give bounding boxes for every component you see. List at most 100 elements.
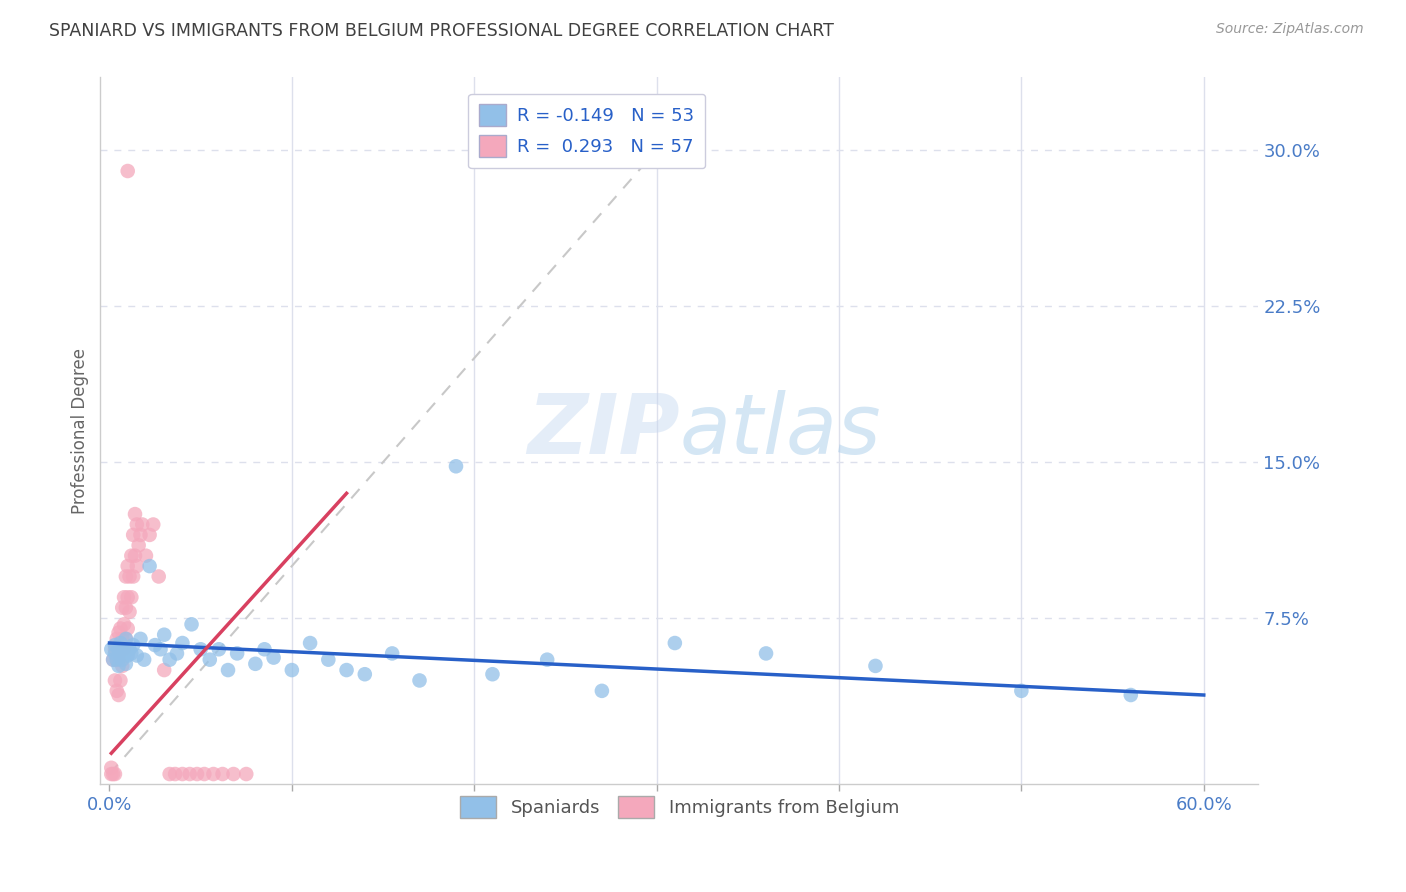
Text: atlas: atlas <box>679 391 882 472</box>
Point <box>105 684 128 698</box>
Y-axis label: Professional Degree: Professional Degree <box>72 348 89 514</box>
Text: ZIP: ZIP <box>527 391 679 472</box>
Point <box>211 767 233 781</box>
Legend: Spaniards, Immigrants from Belgium: Spaniards, Immigrants from Belgium <box>453 789 905 825</box>
Point <box>591 684 613 698</box>
Point <box>107 625 129 640</box>
Point <box>118 642 141 657</box>
Point <box>444 459 467 474</box>
Point <box>117 648 139 663</box>
Point <box>104 767 127 781</box>
Point <box>104 638 127 652</box>
Point <box>107 659 129 673</box>
Point <box>202 767 225 781</box>
Point <box>100 642 122 657</box>
Point <box>110 673 132 688</box>
Point <box>110 642 132 657</box>
Point <box>115 657 138 671</box>
Point <box>172 767 194 781</box>
Point <box>179 767 201 781</box>
Point <box>101 767 124 781</box>
Point <box>226 647 249 661</box>
Point <box>111 642 134 657</box>
Point <box>122 638 145 652</box>
Point <box>149 642 172 657</box>
Point <box>125 559 148 574</box>
Point <box>105 653 128 667</box>
Point <box>138 559 160 574</box>
Point <box>122 528 145 542</box>
Point <box>208 642 231 657</box>
Point <box>1119 688 1142 702</box>
Point <box>190 642 212 657</box>
Point <box>118 569 141 583</box>
Point <box>153 628 176 642</box>
Point <box>263 650 285 665</box>
Point <box>193 767 215 781</box>
Point <box>408 673 430 688</box>
Point <box>217 663 239 677</box>
Point <box>118 605 141 619</box>
Point <box>104 673 127 688</box>
Point <box>100 761 122 775</box>
Point <box>101 653 124 667</box>
Point <box>381 647 404 661</box>
Point <box>120 591 142 605</box>
Point <box>235 767 257 781</box>
Point <box>135 549 157 563</box>
Point <box>253 642 276 657</box>
Point <box>159 653 181 667</box>
Point <box>111 600 134 615</box>
Point <box>105 632 128 646</box>
Point <box>536 653 558 667</box>
Point <box>143 638 166 652</box>
Point <box>110 622 132 636</box>
Point <box>104 647 127 661</box>
Point <box>107 688 129 702</box>
Point <box>128 538 150 552</box>
Point <box>101 653 124 667</box>
Point <box>865 659 887 673</box>
Point <box>755 647 778 661</box>
Point <box>281 663 304 677</box>
Point <box>138 528 160 542</box>
Point <box>198 653 221 667</box>
Point <box>110 636 132 650</box>
Point <box>245 657 267 671</box>
Point <box>117 559 139 574</box>
Point <box>111 659 134 673</box>
Point <box>117 164 139 178</box>
Point <box>165 767 187 781</box>
Text: SPANIARD VS IMMIGRANTS FROM BELGIUM PROFESSIONAL DEGREE CORRELATION CHART: SPANIARD VS IMMIGRANTS FROM BELGIUM PROF… <box>49 22 834 40</box>
Point <box>129 528 152 542</box>
Point <box>1010 684 1032 698</box>
Point <box>335 663 357 677</box>
Point <box>107 642 129 657</box>
Point <box>148 569 170 583</box>
Point <box>110 648 132 663</box>
Point <box>353 667 375 681</box>
Point <box>172 636 194 650</box>
Point <box>318 653 340 667</box>
Point <box>112 591 135 605</box>
Point <box>299 636 322 650</box>
Point <box>125 648 148 663</box>
Point <box>186 767 208 781</box>
Point <box>115 600 138 615</box>
Point <box>129 632 152 646</box>
Point <box>120 549 142 563</box>
Point <box>105 653 128 667</box>
Point <box>117 591 139 605</box>
Text: Source: ZipAtlas.com: Source: ZipAtlas.com <box>1216 22 1364 37</box>
Point <box>134 653 156 667</box>
Point <box>124 507 146 521</box>
Point <box>112 642 135 657</box>
Point <box>120 647 142 661</box>
Point <box>153 663 176 677</box>
Point <box>481 667 503 681</box>
Point <box>124 549 146 563</box>
Point <box>115 632 138 646</box>
Point <box>142 517 165 532</box>
Point <box>107 653 129 667</box>
Point <box>159 767 181 781</box>
